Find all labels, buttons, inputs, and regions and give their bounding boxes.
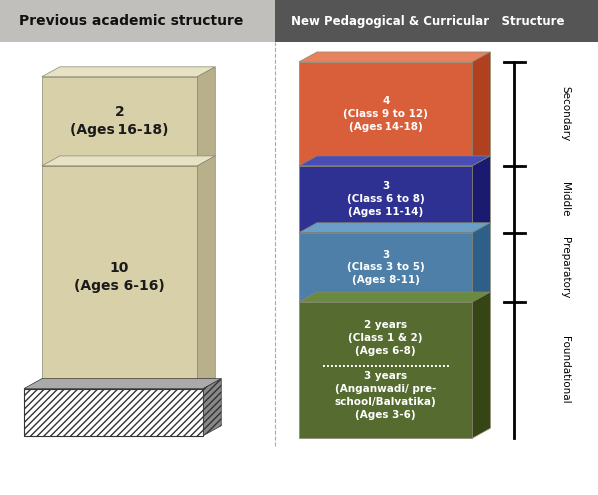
FancyBboxPatch shape	[299, 166, 472, 233]
Polygon shape	[472, 156, 490, 233]
Polygon shape	[42, 156, 215, 166]
Polygon shape	[42, 67, 215, 77]
Polygon shape	[299, 156, 490, 166]
FancyBboxPatch shape	[299, 233, 472, 302]
Polygon shape	[299, 223, 490, 233]
Text: 2
(Ages 16-18): 2 (Ages 16-18)	[71, 105, 169, 137]
Text: 2 years
(Class 1 & 2)
(Ages 6-8)
................................
3 years
(Angan: 2 years (Class 1 & 2) (Ages 6-8) .......…	[322, 320, 450, 420]
Text: 10
(Ages 6-16): 10 (Ages 6-16)	[74, 261, 165, 293]
Text: Foundational: Foundational	[560, 336, 570, 403]
Text: Previous academic structure: Previous academic structure	[19, 14, 244, 28]
Text: 3
(Class 6 to 8)
(Ages 11-14): 3 (Class 6 to 8) (Ages 11-14)	[347, 182, 425, 217]
FancyBboxPatch shape	[299, 302, 472, 438]
Polygon shape	[299, 292, 490, 302]
FancyBboxPatch shape	[275, 0, 598, 42]
FancyBboxPatch shape	[42, 77, 197, 166]
Text: New Pedagogical & Curricular   Structure: New Pedagogical & Curricular Structure	[291, 14, 565, 28]
Text: Preparatory: Preparatory	[560, 237, 570, 298]
Text: Middle: Middle	[560, 182, 570, 216]
Polygon shape	[472, 223, 490, 302]
Text: 3
(Class 3 to 5)
(Ages 8-11): 3 (Class 3 to 5) (Ages 8-11)	[347, 249, 425, 285]
Polygon shape	[24, 379, 221, 389]
Polygon shape	[197, 156, 215, 389]
Polygon shape	[197, 67, 215, 166]
Polygon shape	[299, 52, 490, 62]
FancyBboxPatch shape	[24, 389, 203, 436]
FancyBboxPatch shape	[42, 166, 197, 389]
Polygon shape	[472, 52, 490, 166]
Polygon shape	[203, 379, 221, 436]
Polygon shape	[472, 292, 490, 438]
FancyBboxPatch shape	[0, 0, 275, 42]
FancyBboxPatch shape	[299, 62, 472, 166]
Text: Secondary: Secondary	[560, 86, 570, 142]
Text: 4
(Class 9 to 12)
(Ages 14-18): 4 (Class 9 to 12) (Ages 14-18)	[343, 96, 428, 132]
